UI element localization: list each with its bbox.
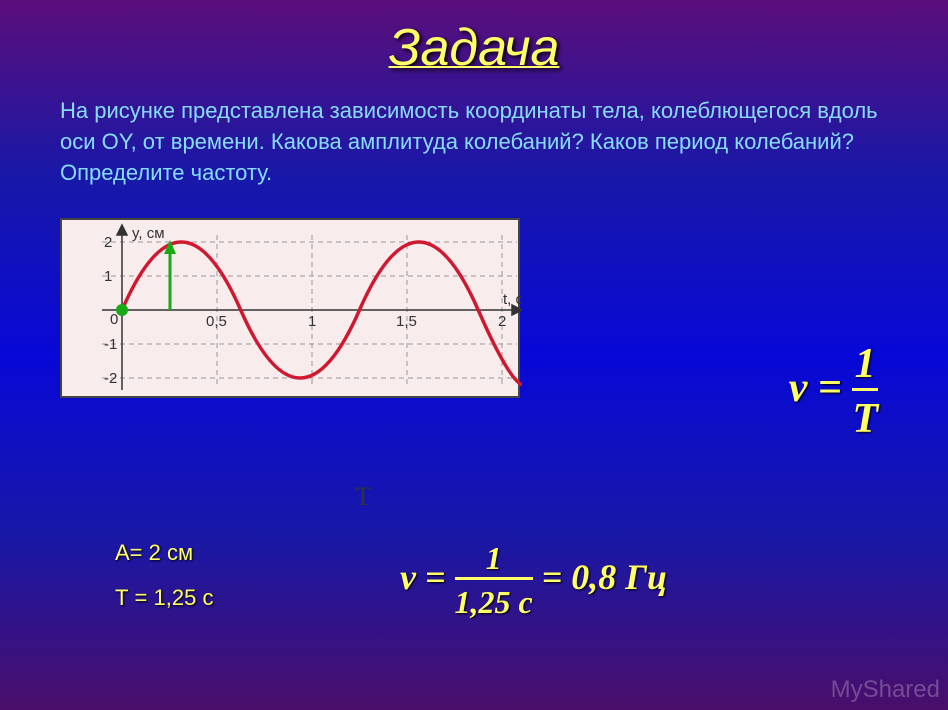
nu-symbol: ν — [789, 365, 808, 411]
svg-text:-2: -2 — [104, 370, 117, 387]
svg-text:0: 0 — [110, 311, 118, 328]
result: = 0,8 Гц — [542, 557, 667, 597]
frequency-formula: ν = 1 T — [789, 340, 878, 443]
svg-text:-1: -1 — [104, 336, 117, 353]
denominator: T — [852, 388, 878, 443]
numerator-2: 1 — [455, 540, 533, 577]
page-title: Задача — [0, 0, 948, 78]
svg-text:0,5: 0,5 — [206, 313, 227, 330]
amplitude-answer: А= 2 см — [115, 540, 193, 566]
svg-text:2: 2 — [104, 234, 112, 251]
problem-text: На рисунке представлена зависимость коор… — [0, 78, 948, 198]
nu-symbol-2: ν — [400, 557, 416, 597]
equals: = — [818, 365, 852, 411]
svg-text:1: 1 — [308, 313, 316, 330]
oscillation-chart: y, см t, c 2 1 -1 -2 0 0,5 1 1,5 2 — [60, 218, 520, 398]
svg-text:1: 1 — [104, 268, 112, 285]
fraction: 1 T — [852, 340, 878, 443]
equals-2: = — [425, 557, 455, 597]
chart-svg: y, см t, c 2 1 -1 -2 0 0,5 1 1,5 2 — [62, 220, 522, 400]
period-label: T — [355, 482, 371, 512]
period-answer: Т = 1,25 с — [115, 585, 213, 611]
svg-text:2: 2 — [498, 313, 506, 330]
watermark: MyShared — [831, 676, 940, 704]
fraction-2: 1 1,25 с — [455, 540, 533, 621]
svg-text:1,5: 1,5 — [396, 313, 417, 330]
numerator: 1 — [852, 340, 878, 388]
svg-text:t, c: t, c — [503, 291, 522, 308]
svg-text:y, см: y, см — [132, 225, 165, 242]
denominator-2: 1,25 с — [455, 577, 533, 621]
frequency-numeric: ν = 1 1,25 с = 0,8 Гц — [400, 540, 667, 621]
